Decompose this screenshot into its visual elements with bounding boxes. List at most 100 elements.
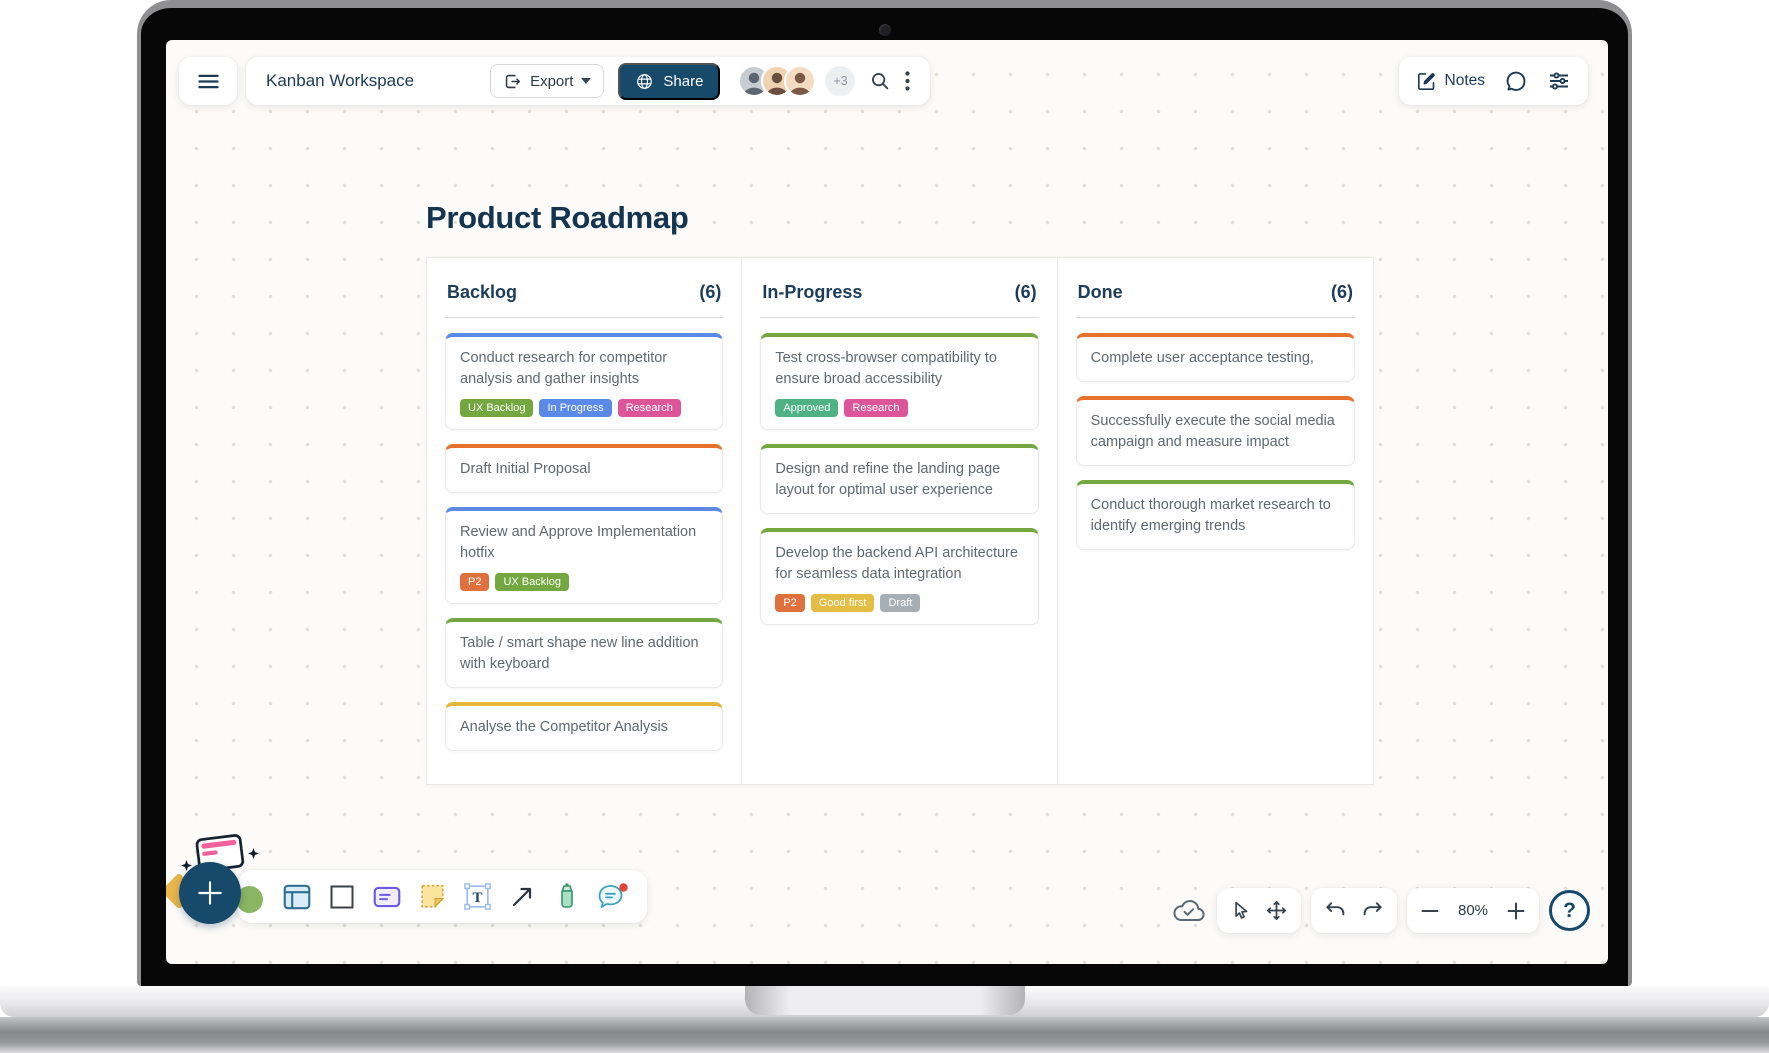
card-tag[interactable]: Research xyxy=(844,399,908,418)
text-tool-icon[interactable]: T xyxy=(460,880,494,914)
kanban-doodle-icon xyxy=(192,832,248,876)
rectangle-icon[interactable] xyxy=(325,880,359,914)
help-button[interactable]: ? xyxy=(1549,890,1590,931)
highlighter-icon[interactable] xyxy=(550,880,584,914)
card-tag[interactable]: UX Backlog xyxy=(460,399,534,418)
card-text: Complete user acceptance testing, xyxy=(1090,350,1314,366)
card-tags: Approved Research xyxy=(775,399,1023,418)
comments-button[interactable] xyxy=(1504,69,1528,93)
app-canvas[interactable]: Kanban Workspace Export Share +3 xyxy=(166,40,1608,964)
kanban-card[interactable]: Successfully execute the social media ca… xyxy=(1075,396,1355,467)
card-icon[interactable] xyxy=(370,880,404,914)
card-tag[interactable]: P2 xyxy=(460,573,490,592)
card-text: Design and refine the landing page layou… xyxy=(775,461,1001,499)
comment-icon[interactable] xyxy=(595,880,629,914)
card-text: Test cross-browser compatibility to ensu… xyxy=(775,350,997,388)
column-count: (6) xyxy=(1331,282,1353,302)
card-tag[interactable]: In Progress xyxy=(539,399,612,418)
kanban-card[interactable]: Review and Approve Implementation hotfix… xyxy=(445,507,724,605)
kanban-column[interactable]: In-Progress (6) Test cross-browser compa… xyxy=(742,258,1058,784)
board-title[interactable]: Product Roadmap xyxy=(426,200,689,235)
column-header[interactable]: Done (6) xyxy=(1075,272,1355,318)
hamburger-icon xyxy=(195,68,222,95)
kanban-card[interactable]: Design and refine the landing page layou… xyxy=(760,444,1039,515)
kanban-card[interactable]: Conduct research for competitor analysis… xyxy=(445,333,724,431)
card-tag[interactable]: Good first xyxy=(810,594,875,613)
sparkle-decoration xyxy=(248,846,259,864)
zoom-in-button[interactable] xyxy=(1506,901,1526,921)
undo-button[interactable] xyxy=(1324,899,1347,922)
workspace-title[interactable]: Kanban Workspace xyxy=(266,71,415,90)
plus-icon xyxy=(1506,901,1526,921)
card-tags: UX Backlog In Progress Research xyxy=(460,399,708,418)
sparkle-decoration xyxy=(181,858,192,876)
column-cards: Conduct research for competitor analysis… xyxy=(445,333,724,752)
kanban-card[interactable]: Test cross-browser compatibility to ensu… xyxy=(760,333,1039,431)
zoom-out-button[interactable] xyxy=(1420,901,1440,921)
card-text: Successfully execute the social media ca… xyxy=(1090,413,1335,451)
column-header[interactable]: Backlog (6) xyxy=(445,272,724,318)
board-doodle-decoration xyxy=(192,832,248,881)
menu-button[interactable] xyxy=(179,57,237,105)
export-icon xyxy=(503,72,522,91)
notes-edit-icon xyxy=(1416,71,1437,92)
history-tools xyxy=(1311,888,1397,933)
column-title: Done xyxy=(1077,282,1123,302)
card-text: Conduct thorough market research to iden… xyxy=(1090,497,1331,535)
kanban-card[interactable]: Draft Initial Proposal xyxy=(445,444,724,494)
sparkle-icon xyxy=(181,860,192,871)
kanban-card[interactable]: Complete user acceptance testing, xyxy=(1075,333,1355,383)
card-tag[interactable]: P2 xyxy=(775,594,805,613)
select-tool-button[interactable] xyxy=(1230,900,1251,921)
kanban-column[interactable]: Done (6) Complete user acceptance testin… xyxy=(1058,258,1373,784)
sticky-note-icon[interactable] xyxy=(415,880,449,914)
kanban-card[interactable]: Conduct thorough market research to iden… xyxy=(1075,480,1355,551)
card-tags: P2 UX Backlog xyxy=(460,573,708,592)
card-tag[interactable]: Draft xyxy=(880,594,921,613)
avatar-group[interactable] xyxy=(738,65,817,97)
pan-tool-button[interactable] xyxy=(1265,899,1288,922)
redo-icon xyxy=(1361,899,1384,922)
share-button[interactable]: Share xyxy=(618,62,721,100)
kanban-board[interactable]: Backlog (6) Conduct research for competi… xyxy=(426,257,1374,785)
arrow-icon[interactable] xyxy=(505,880,539,914)
column-cards: Test cross-browser compatibility to ensu… xyxy=(760,333,1039,626)
column-count: (6) xyxy=(1014,282,1037,302)
frame-icon[interactable] xyxy=(280,880,314,914)
card-tag[interactable]: UX Backlog xyxy=(495,573,569,592)
shape-tool-palette: T xyxy=(238,870,647,923)
card-text: Develop the backend API architecture for… xyxy=(775,545,1018,583)
kanban-card[interactable]: Develop the backend API architecture for… xyxy=(760,528,1039,626)
more-options-button[interactable] xyxy=(905,71,911,91)
globe-icon xyxy=(635,72,654,91)
zoom-level[interactable]: 80% xyxy=(1457,902,1489,919)
redo-button[interactable] xyxy=(1361,899,1384,922)
card-text: Draft Initial Proposal xyxy=(460,461,591,478)
kanban-card[interactable]: Table / smart shape new line addition wi… xyxy=(445,618,724,689)
settings-button[interactable] xyxy=(1547,69,1571,93)
sliders-icon xyxy=(1547,69,1571,93)
card-text: Analyse the Competitor Analysis xyxy=(460,719,668,736)
card-tag[interactable]: Research xyxy=(617,399,681,418)
export-label: Export xyxy=(530,72,574,90)
move-icon xyxy=(1265,899,1288,922)
search-button[interactable] xyxy=(869,70,891,92)
zoom-controls: 80% xyxy=(1407,888,1539,933)
laptop-camera xyxy=(878,24,891,36)
sync-status-button[interactable] xyxy=(1171,897,1207,924)
svg-text:T: T xyxy=(472,890,482,906)
chat-bubble-icon xyxy=(1504,69,1528,93)
card-tag[interactable]: Approved xyxy=(775,399,839,418)
kanban-card[interactable]: Analyse the Competitor Analysis xyxy=(445,702,724,752)
avatar-overflow-badge[interactable]: +3 xyxy=(825,66,856,96)
card-text: Review and Approve Implementation hotfix xyxy=(460,524,697,562)
column-header[interactable]: In-Progress (6) xyxy=(760,272,1039,318)
export-button[interactable]: Export xyxy=(490,64,605,98)
laptop-frame: Kanban Workspace Export Share +3 xyxy=(137,0,1632,986)
kanban-column[interactable]: Backlog (6) Conduct research for competi… xyxy=(427,258,743,784)
notes-button[interactable]: Notes xyxy=(1416,71,1485,92)
kebab-menu-icon xyxy=(905,71,911,91)
add-shape-button[interactable] xyxy=(179,862,241,924)
avatar[interactable] xyxy=(784,65,817,97)
